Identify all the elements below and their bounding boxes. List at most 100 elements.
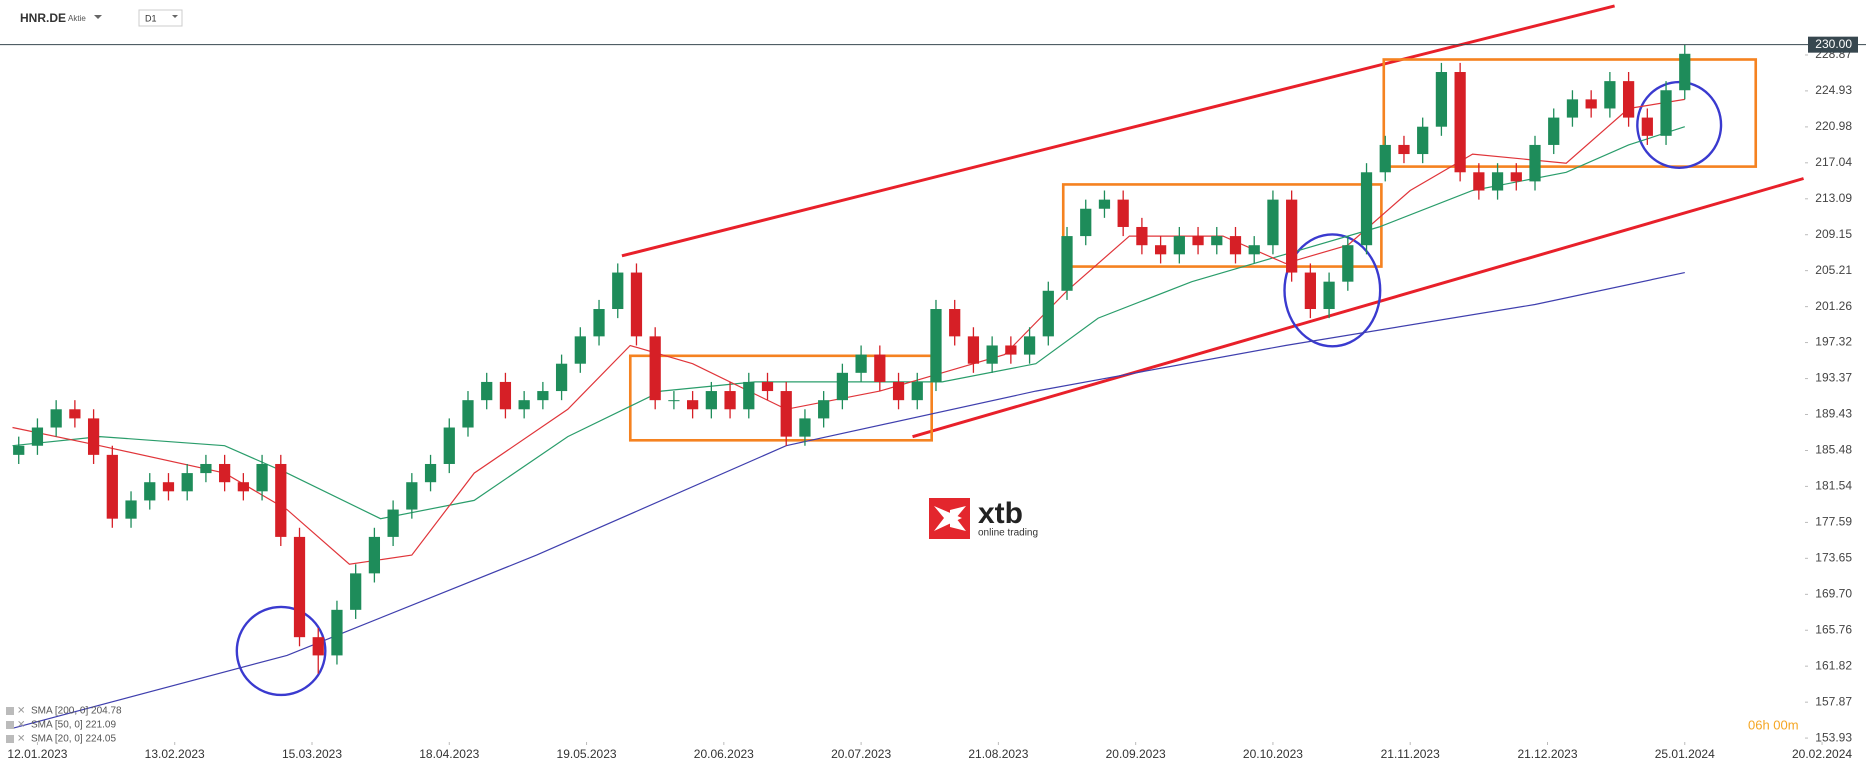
candle-body xyxy=(949,309,961,337)
candle-body xyxy=(181,473,193,492)
candle-body xyxy=(1342,245,1354,282)
candle-body xyxy=(780,391,792,437)
candle-body xyxy=(1323,281,1335,310)
candle-body xyxy=(687,400,699,410)
candle-body xyxy=(1491,172,1504,191)
candle-body xyxy=(537,391,549,401)
circle-marker xyxy=(235,605,327,697)
candle-body xyxy=(69,409,81,419)
legend-close: ✕ xyxy=(17,734,25,745)
sma-line xyxy=(12,272,1685,729)
candle-body xyxy=(106,454,118,519)
candle-body xyxy=(1154,245,1167,255)
x-tick-label: 20.06.2023 xyxy=(694,747,754,761)
y-tick-label: 201.26 xyxy=(1815,299,1852,313)
candle-body xyxy=(836,372,848,401)
candle-body xyxy=(1529,144,1541,182)
candle-body xyxy=(724,391,736,410)
y-tick-label: 165.76 xyxy=(1815,622,1852,636)
x-tick-label: 20.10.2023 xyxy=(1243,747,1303,761)
candle-body xyxy=(1473,172,1485,191)
candle-body xyxy=(162,482,175,492)
y-tick-label: 189.43 xyxy=(1815,407,1852,421)
legend-label: SMA [20, 0] 224.05 xyxy=(31,734,116,745)
candle-body xyxy=(1660,90,1672,136)
candle-body xyxy=(1005,345,1017,355)
candle-body xyxy=(1417,126,1429,155)
logo-x xyxy=(934,506,966,531)
y-tick-label: 169.70 xyxy=(1815,587,1852,601)
y-tick-label: 181.54 xyxy=(1815,479,1852,493)
range-box xyxy=(628,354,933,442)
candle-body xyxy=(593,309,605,337)
circle-marker xyxy=(1283,233,1382,348)
y-tick-label: 185.48 xyxy=(1815,443,1852,457)
legend-close: ✕ xyxy=(17,706,25,717)
candle-body xyxy=(1267,199,1279,246)
countdown: 06h 00m xyxy=(1748,717,1799,732)
y-tick-label: 217.04 xyxy=(1815,155,1852,169)
candle-body xyxy=(555,363,568,392)
candle-body xyxy=(144,482,156,501)
annotations xyxy=(235,4,1804,697)
candle-body xyxy=(1360,172,1373,246)
candle-body xyxy=(368,536,381,574)
candle-body xyxy=(13,445,25,455)
candle-body xyxy=(406,482,418,510)
candle-body xyxy=(1080,208,1092,237)
candle-body xyxy=(125,500,137,519)
candle-body xyxy=(499,381,512,410)
legend-label: SMA [50, 0] 221.09 xyxy=(31,720,116,731)
y-tick-label: 193.37 xyxy=(1815,371,1852,385)
candle-body xyxy=(930,309,942,382)
range-box xyxy=(1382,58,1758,168)
x-tick-label: 20.02.2024 xyxy=(1792,747,1852,761)
x-tick-label: 15.03.2023 xyxy=(282,747,342,761)
candle-body xyxy=(293,536,306,638)
sma-line xyxy=(12,98,1685,565)
y-tick-label: 157.87 xyxy=(1815,694,1852,708)
y-tick-label: 205.21 xyxy=(1815,263,1852,277)
trend-line xyxy=(912,177,1804,439)
y-tick-label: 153.93 xyxy=(1815,730,1852,744)
brand: xtb xyxy=(978,497,1023,530)
candle-body xyxy=(1379,144,1391,173)
dropdown-arrow[interactable] xyxy=(172,15,178,18)
candle-body xyxy=(1098,199,1111,209)
y-tick-label: 209.15 xyxy=(1815,227,1852,241)
candle-body xyxy=(612,272,624,310)
x-tick-label: 19.05.2023 xyxy=(557,747,617,761)
legend-icon xyxy=(6,721,14,729)
candle-body xyxy=(1604,81,1616,109)
sma-line xyxy=(12,126,1685,520)
candle-body xyxy=(761,381,774,392)
candle-body xyxy=(874,354,886,382)
candle-body xyxy=(892,381,905,401)
timeframe: D1 xyxy=(145,13,157,23)
candle-body xyxy=(1585,99,1597,109)
candle-body xyxy=(911,381,923,401)
candle-body xyxy=(443,427,455,464)
x-tick-label: 20.09.2023 xyxy=(1106,747,1166,761)
candle-body xyxy=(331,609,343,656)
dropdown-arrow[interactable] xyxy=(94,15,102,19)
candle-body xyxy=(424,463,437,483)
candle-body xyxy=(668,400,680,402)
candle-body xyxy=(87,418,100,455)
candle-body xyxy=(275,463,287,537)
y-tick-label: 197.32 xyxy=(1815,335,1852,349)
y-tick-label: 161.82 xyxy=(1815,658,1852,672)
timeframe-box[interactable] xyxy=(138,9,183,27)
price-tag-label: 230.00 xyxy=(1815,37,1852,51)
candle-body xyxy=(1566,99,1579,118)
y-tick-label: 173.65 xyxy=(1815,550,1852,564)
x-tick-label: 12.01.2023 xyxy=(7,747,67,761)
candle-body xyxy=(705,391,717,410)
y-tick-label: 213.09 xyxy=(1815,191,1852,205)
candle-body xyxy=(1229,236,1242,255)
candle-body xyxy=(1454,72,1466,173)
legend-icon xyxy=(6,735,14,743)
candle-body xyxy=(1548,117,1560,145)
